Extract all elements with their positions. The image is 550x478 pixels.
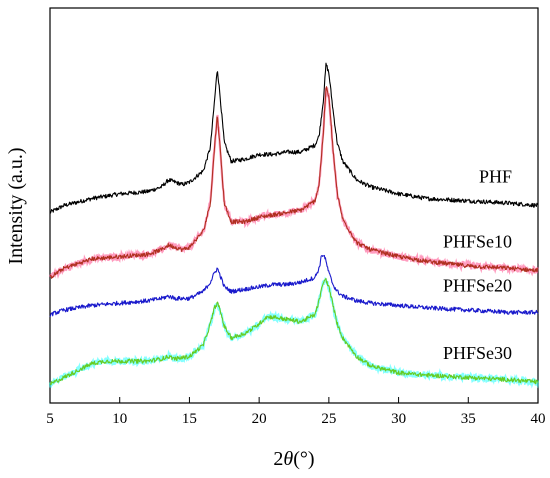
series-group [48, 62, 540, 389]
x-axis-title-symbol: θ [283, 448, 293, 470]
x-tick-label: 15 [182, 411, 197, 427]
series-phfse30 [48, 276, 540, 389]
series-line [49, 86, 539, 279]
series-line [49, 62, 539, 214]
series-line [49, 254, 539, 318]
series-label: PHFSe20 [443, 276, 512, 296]
x-tick-label: 25 [321, 411, 336, 427]
x-ticks: 5 10 15 20 25 30 35 40 [46, 397, 546, 427]
series-labels: PHF PHFSe10 PHFSe20 PHFSe30 [443, 166, 512, 363]
x-axis-title-suffix: (°) [293, 448, 314, 470]
series-phf [49, 62, 539, 214]
x-axis-title-prefix: 2 [273, 448, 283, 470]
series-phfse20 [49, 254, 539, 318]
x-tick-label: 10 [112, 411, 127, 427]
x-tick-label: 40 [531, 411, 546, 427]
series-phfse10 [48, 86, 539, 280]
x-tick-label: 30 [391, 411, 406, 427]
y-axis-title: Intensity (a.u.) [5, 147, 27, 264]
x-tick-label: 20 [252, 411, 267, 427]
series-label: PHF [479, 166, 512, 186]
plot-area: 5 10 15 20 25 30 35 40 PHF PHFSe10 PHFSe20 PHFSe30 [46, 7, 546, 427]
x-axis-title: 2θ(°) [273, 448, 314, 470]
series-label: PHFSe30 [443, 343, 512, 363]
plot-frame [49, 7, 539, 404]
x-tick-label: 35 [461, 411, 476, 427]
series-line [49, 277, 539, 386]
series-label: PHFSe10 [443, 232, 512, 252]
x-tick-label: 5 [46, 411, 54, 427]
